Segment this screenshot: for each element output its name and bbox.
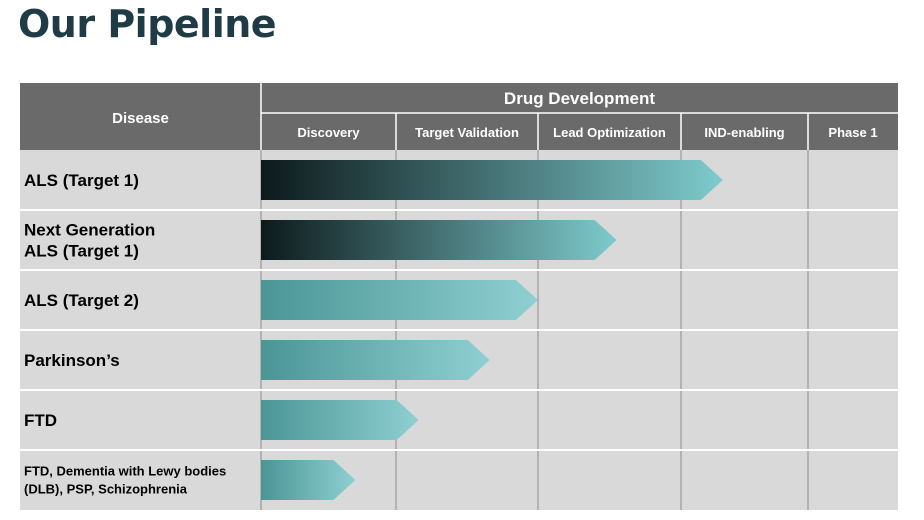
row-label: ALS (Target 2): [24, 291, 139, 310]
pipeline-arrow: [261, 160, 723, 200]
pipeline-arrow: [261, 460, 356, 500]
pipeline-arrow: [261, 400, 419, 440]
row-label: ALS (Target 1): [24, 171, 139, 190]
row-label: FTD, Dementia with Lewy bodies: [24, 464, 226, 479]
pipeline-arrow: [261, 340, 490, 380]
stage-header: Phase 1: [828, 125, 877, 140]
row-label: (DLB), PSP, Schizophrenia: [24, 482, 188, 497]
stage-header: IND-enabling: [704, 125, 784, 140]
stage-header: Target Validation: [415, 125, 519, 140]
table-header: [20, 83, 898, 150]
disease-header: Disease: [112, 110, 169, 127]
pipeline-arrow: [261, 280, 538, 320]
pipeline-arrow: [261, 220, 617, 260]
stage-header: Discovery: [297, 125, 360, 140]
drug-development-header: Drug Development: [504, 89, 655, 108]
row-label: ALS (Target 1): [24, 241, 139, 260]
row-label: Parkinson’s: [24, 351, 120, 370]
row-label: FTD: [24, 411, 57, 430]
page-title: Our Pipeline: [18, 2, 277, 46]
row-label: Next Generation: [24, 220, 155, 239]
stage-header: Lead Optimization: [553, 125, 666, 140]
